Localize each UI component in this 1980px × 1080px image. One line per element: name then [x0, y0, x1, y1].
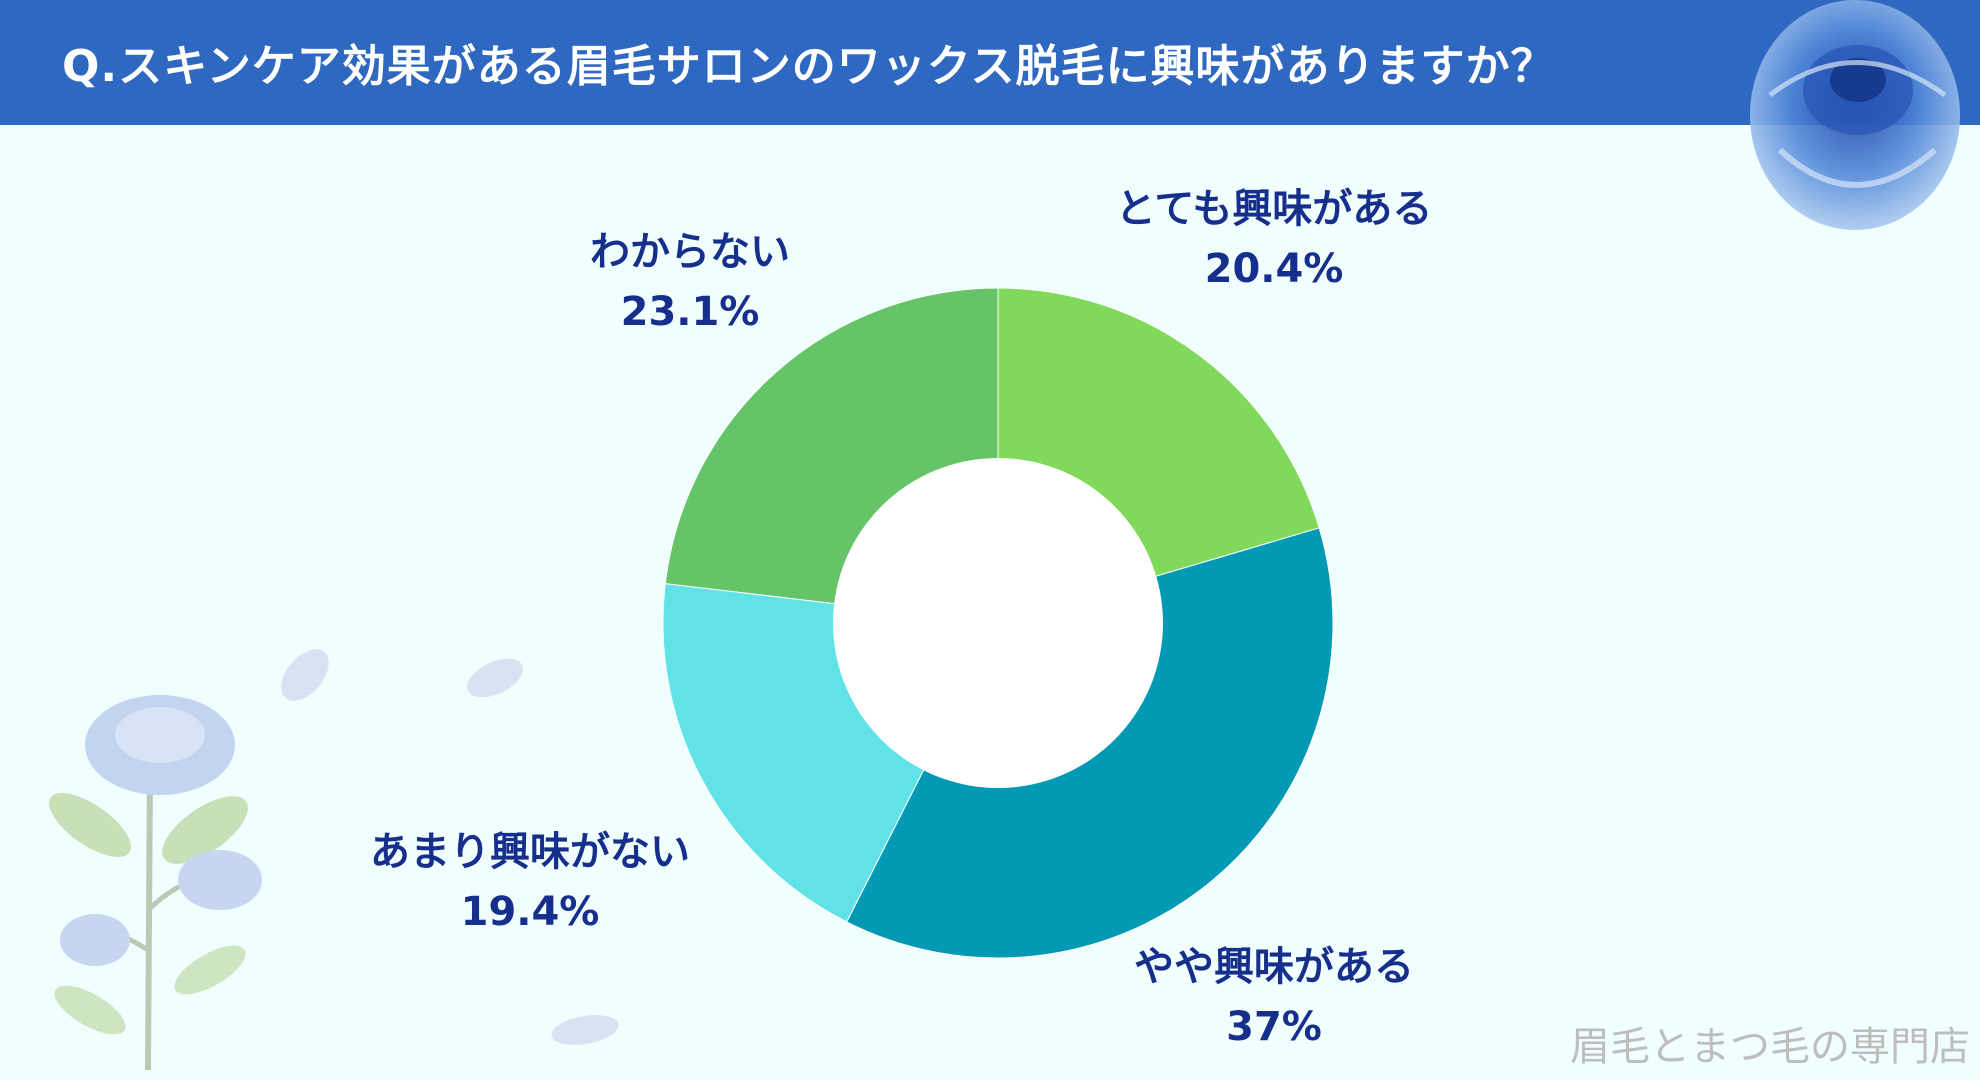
slice-label-3-value: 23.1%	[621, 289, 760, 335]
slice-label-1-value: 37%	[1226, 1004, 1322, 1050]
slice-label-2-name: あまり興味がない	[370, 829, 690, 875]
flower-decoration-icon	[49, 695, 262, 1070]
donut-hole	[833, 458, 1163, 788]
slice-label-0-value: 20.4%	[1205, 246, 1344, 292]
page-title: Q.スキンケア効果がある眉毛サロンのワックス脱毛に興味がありますか？	[62, 41, 1556, 92]
rose-decoration-icon	[1750, 0, 1960, 230]
header-bar: Q.スキンケア効果がある眉毛サロンのワックス脱毛に興味がありますか？	[0, 0, 1980, 125]
slice-label-2-value: 19.4%	[461, 889, 600, 935]
slice-label-0-name: とても興味がある	[1116, 186, 1433, 232]
watermark-text: 眉毛とまつ毛の専門店	[1570, 1024, 1970, 1070]
slice-label-1-name: やや興味がある	[1134, 944, 1414, 990]
slice-label-3-name: わからない	[590, 229, 790, 275]
